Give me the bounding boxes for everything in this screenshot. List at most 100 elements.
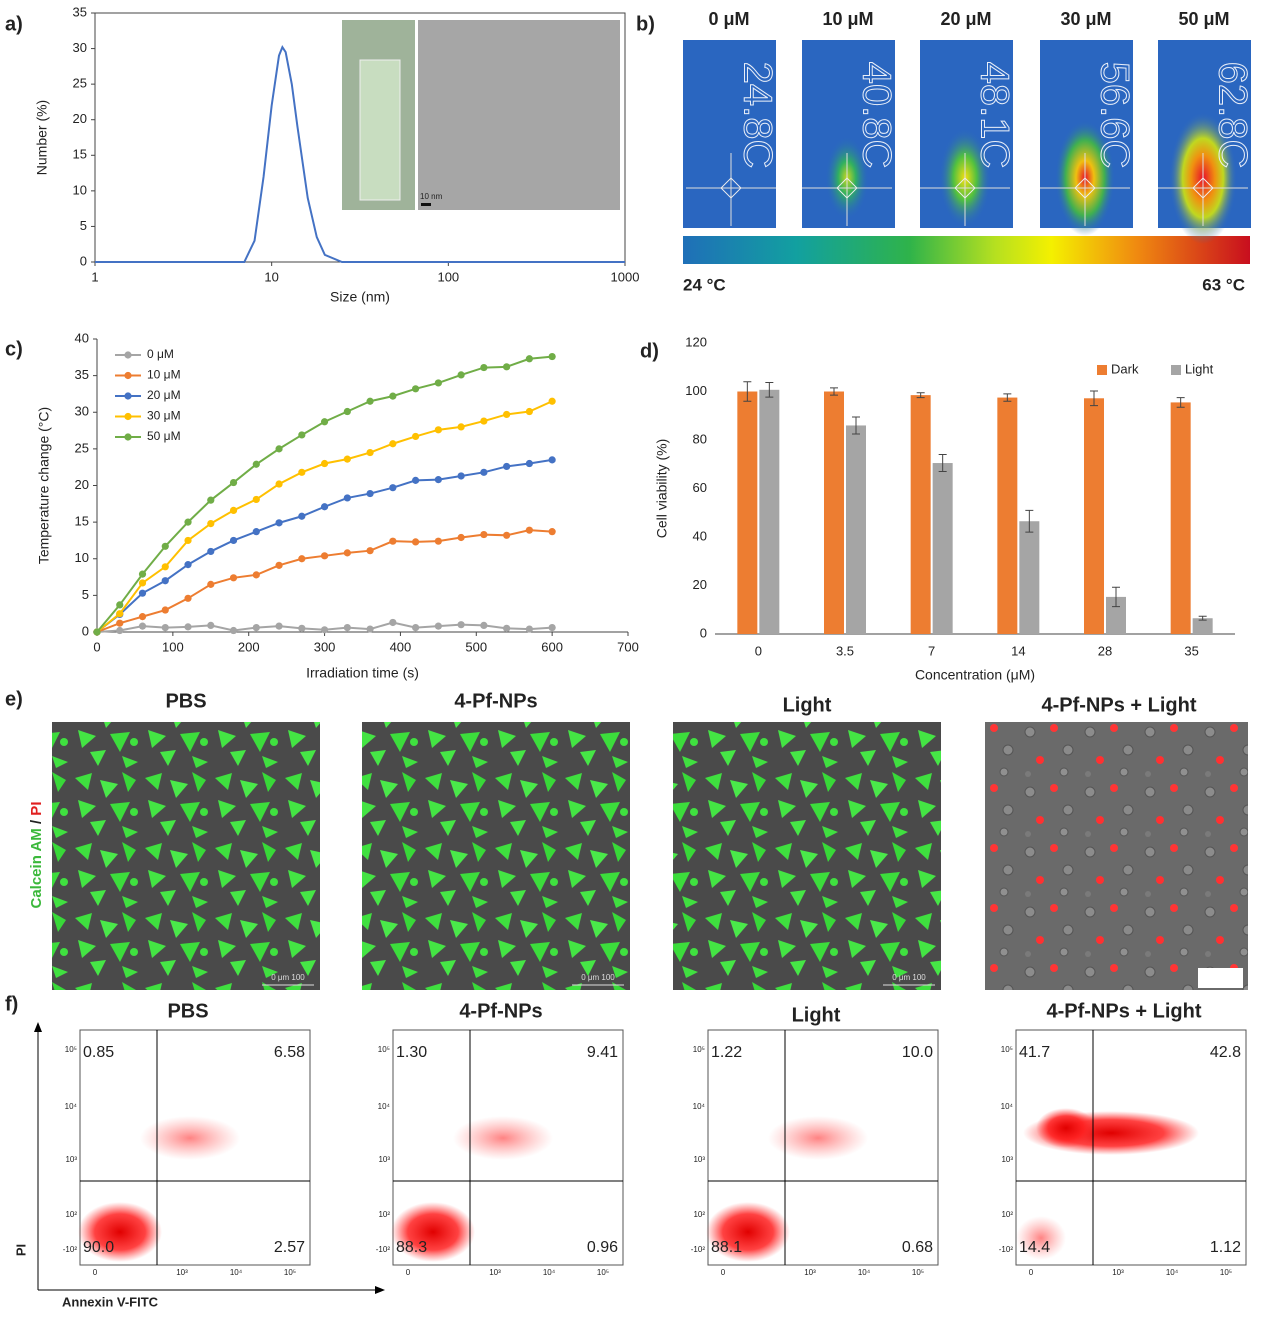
concentration-label: 20 μM: [940, 9, 991, 29]
quadrant-value: 14.4: [1019, 1239, 1050, 1256]
marker: [389, 392, 397, 400]
marker: [207, 519, 215, 528]
marker: [275, 445, 283, 453]
marker: [161, 542, 169, 550]
microscopy-image: [362, 722, 630, 990]
crosshair-diamond: [1074, 177, 1096, 199]
marker: [366, 448, 374, 457]
x-tick-label: 1: [91, 269, 98, 284]
event-cloud: [1036, 1108, 1096, 1148]
microscopy-title: 4-Pf-NPs + Light: [1041, 694, 1196, 716]
quadrant-value: 0.96: [587, 1239, 618, 1256]
crosshair: [920, 153, 1010, 226]
bar: [1019, 521, 1040, 634]
flow-x-tick: 10⁵: [1220, 1268, 1232, 1277]
error-bar: [1090, 390, 1098, 407]
scale-max: 63 °C: [1202, 275, 1245, 294]
temperature-readout: 24.8C: [735, 62, 779, 169]
flow-title: PBS: [167, 1000, 208, 1022]
tem-image: [418, 20, 620, 210]
marker: [548, 624, 556, 632]
marker: [480, 363, 488, 372]
marker: [138, 579, 147, 587]
crosshair-diamond: [954, 177, 976, 199]
y-tick-label: 80: [693, 431, 707, 446]
error-bar: [1025, 509, 1034, 533]
marker: [548, 352, 556, 361]
bar: [824, 391, 844, 634]
flow-x-tick: 0: [1029, 1268, 1034, 1277]
stain-green: Calcein AM: [28, 828, 45, 908]
bar: [1192, 618, 1213, 634]
legend-label: 10 μM: [147, 368, 181, 382]
marker: [412, 624, 420, 632]
y-tick-label: 40: [75, 330, 89, 345]
marker: [503, 624, 511, 632]
flow-x-tick: 0: [406, 1268, 411, 1277]
arrow-head: [34, 1022, 42, 1032]
x-tick-label: 300: [314, 639, 336, 654]
marker: [525, 459, 533, 468]
marker: [525, 407, 533, 416]
legend-marker: [124, 392, 132, 400]
bar: [932, 463, 953, 634]
x-tick-label: 600: [541, 639, 563, 654]
marker: [548, 456, 556, 464]
flow-y-tick: 10⁵: [65, 1045, 77, 1054]
legend-label: 20 μM: [147, 388, 181, 402]
flow-x-tick: 0: [93, 1268, 98, 1277]
marker: [389, 537, 397, 545]
x-tick-label: 7: [928, 643, 935, 658]
y-tick-label: 0: [80, 253, 87, 268]
x-tick-label: 0: [93, 639, 100, 654]
marker: [275, 480, 283, 488]
marker: [366, 625, 374, 633]
marker: [434, 537, 442, 545]
marker: [503, 531, 511, 539]
legend-swatch: [1171, 365, 1181, 375]
marker: [457, 472, 465, 480]
marker: [457, 621, 465, 629]
marker: [298, 512, 306, 520]
marker: [207, 621, 215, 630]
y-tick-label: 120: [685, 334, 707, 349]
marker: [207, 580, 215, 588]
legend-swatch: [1097, 365, 1107, 375]
marker: [480, 417, 488, 425]
microscopy-title: PBS: [165, 690, 206, 712]
y-tick-label: 25: [75, 440, 89, 455]
marker: [320, 552, 329, 560]
marker: [161, 606, 169, 614]
x-tick-label: 100: [437, 269, 459, 284]
vial: [359, 59, 401, 201]
marker: [116, 610, 124, 618]
quadrant-value: 1.12: [1210, 1239, 1241, 1256]
stain-sep: /: [28, 816, 45, 829]
marker: [229, 536, 238, 545]
bar: [846, 425, 866, 634]
legend-label: 50 μM: [147, 429, 181, 443]
crosshair: [686, 153, 776, 226]
marker: [207, 547, 215, 556]
bar: [1106, 596, 1126, 634]
marker: [389, 440, 397, 448]
flow-x-tick: 10⁴: [1166, 1268, 1179, 1277]
error-bar: [1198, 615, 1207, 621]
quadrant-value: 1.30: [396, 1044, 427, 1061]
flow-y-label: PI: [13, 1244, 28, 1256]
marker: [161, 563, 169, 571]
flow-x-tick: 10⁵: [912, 1268, 924, 1277]
event-cloud: [391, 1202, 475, 1262]
marker: [366, 489, 374, 498]
tem-scale-bar: [421, 203, 431, 206]
marker: [252, 460, 260, 468]
marker: [412, 432, 420, 441]
crosshair: [802, 153, 892, 226]
scale-bar: [1198, 968, 1243, 988]
stain-label: Calcein AM / PI: [28, 802, 45, 909]
y-tick-label: 15: [75, 514, 89, 529]
marker: [275, 622, 283, 630]
y-tick-label: 35: [73, 4, 87, 19]
x-axis-label: Size (nm): [330, 289, 390, 305]
y-tick-label: 30: [73, 40, 87, 55]
